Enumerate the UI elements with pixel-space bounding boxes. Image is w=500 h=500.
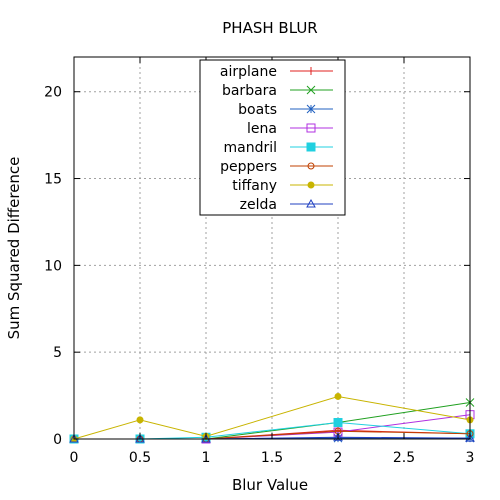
- y-axis-title: Sum Squared Difference: [5, 157, 23, 340]
- x-tick-label: 0: [70, 450, 79, 466]
- y-tick-label: 20: [44, 85, 62, 101]
- x-tick-label: 1: [202, 450, 211, 466]
- legend-marker: [307, 162, 315, 170]
- x-tick-label: 0.5: [129, 450, 151, 466]
- legend-label: peppers: [220, 159, 277, 175]
- x-tick-label: 3: [466, 450, 475, 466]
- legend-entry-boats: boats: [238, 102, 333, 118]
- legend-label: zelda: [240, 197, 277, 213]
- x-tick-label: 1.5: [261, 450, 283, 466]
- legend-entry-airplane: airplane: [220, 64, 333, 80]
- legend-label: boats: [238, 102, 277, 118]
- chart-title: PHASH BLUR: [222, 19, 317, 37]
- legend-entry-zelda: zelda: [240, 197, 333, 213]
- legend-entry-tiffany: tiffany: [232, 178, 333, 194]
- y-tick-label: 5: [53, 345, 62, 361]
- legend-marker: [306, 198, 316, 208]
- data-point-tiffany: [136, 416, 144, 424]
- legend-marker: [306, 104, 316, 114]
- y-tick-label: 0: [53, 432, 62, 448]
- x-tick-label: 2: [334, 450, 343, 466]
- legend: airplane barbara boats lena mandril peppers ti…: [199, 59, 346, 216]
- legend-entry-peppers: peppers: [220, 159, 333, 175]
- data-point-mandril: [333, 418, 343, 428]
- data-point-zelda: [465, 433, 475, 442]
- legend-marker: [306, 142, 316, 152]
- legend-marker: [306, 123, 316, 133]
- y-tick-label: 10: [44, 258, 62, 274]
- legend-label: tiffany: [232, 178, 277, 194]
- x-tick-label: 2.5: [393, 450, 415, 466]
- legend-label: lena: [247, 121, 277, 137]
- legend-marker: [306, 85, 316, 95]
- data-point-zelda: [333, 432, 343, 441]
- data-point-tiffany: [334, 392, 342, 400]
- legend-entry-barbara: barbara: [222, 83, 333, 99]
- legend-label: airplane: [220, 64, 277, 80]
- grid: [74, 57, 470, 439]
- legend-marker: [307, 181, 315, 189]
- legend-box: [199, 59, 346, 216]
- legend-entry-mandril: mandril: [223, 140, 333, 156]
- ticks: 0 0.5 1 1.5 2 2.5 3 0 5 10 15 20: [44, 57, 474, 466]
- y-tick-label: 15: [44, 172, 62, 188]
- legend-marker: [307, 67, 315, 75]
- x-axis-title: Blur Value: [232, 476, 308, 494]
- legend-label: barbara: [222, 83, 277, 99]
- legend-entry-lena: lena: [247, 121, 333, 137]
- legend-label: mandril: [223, 140, 277, 156]
